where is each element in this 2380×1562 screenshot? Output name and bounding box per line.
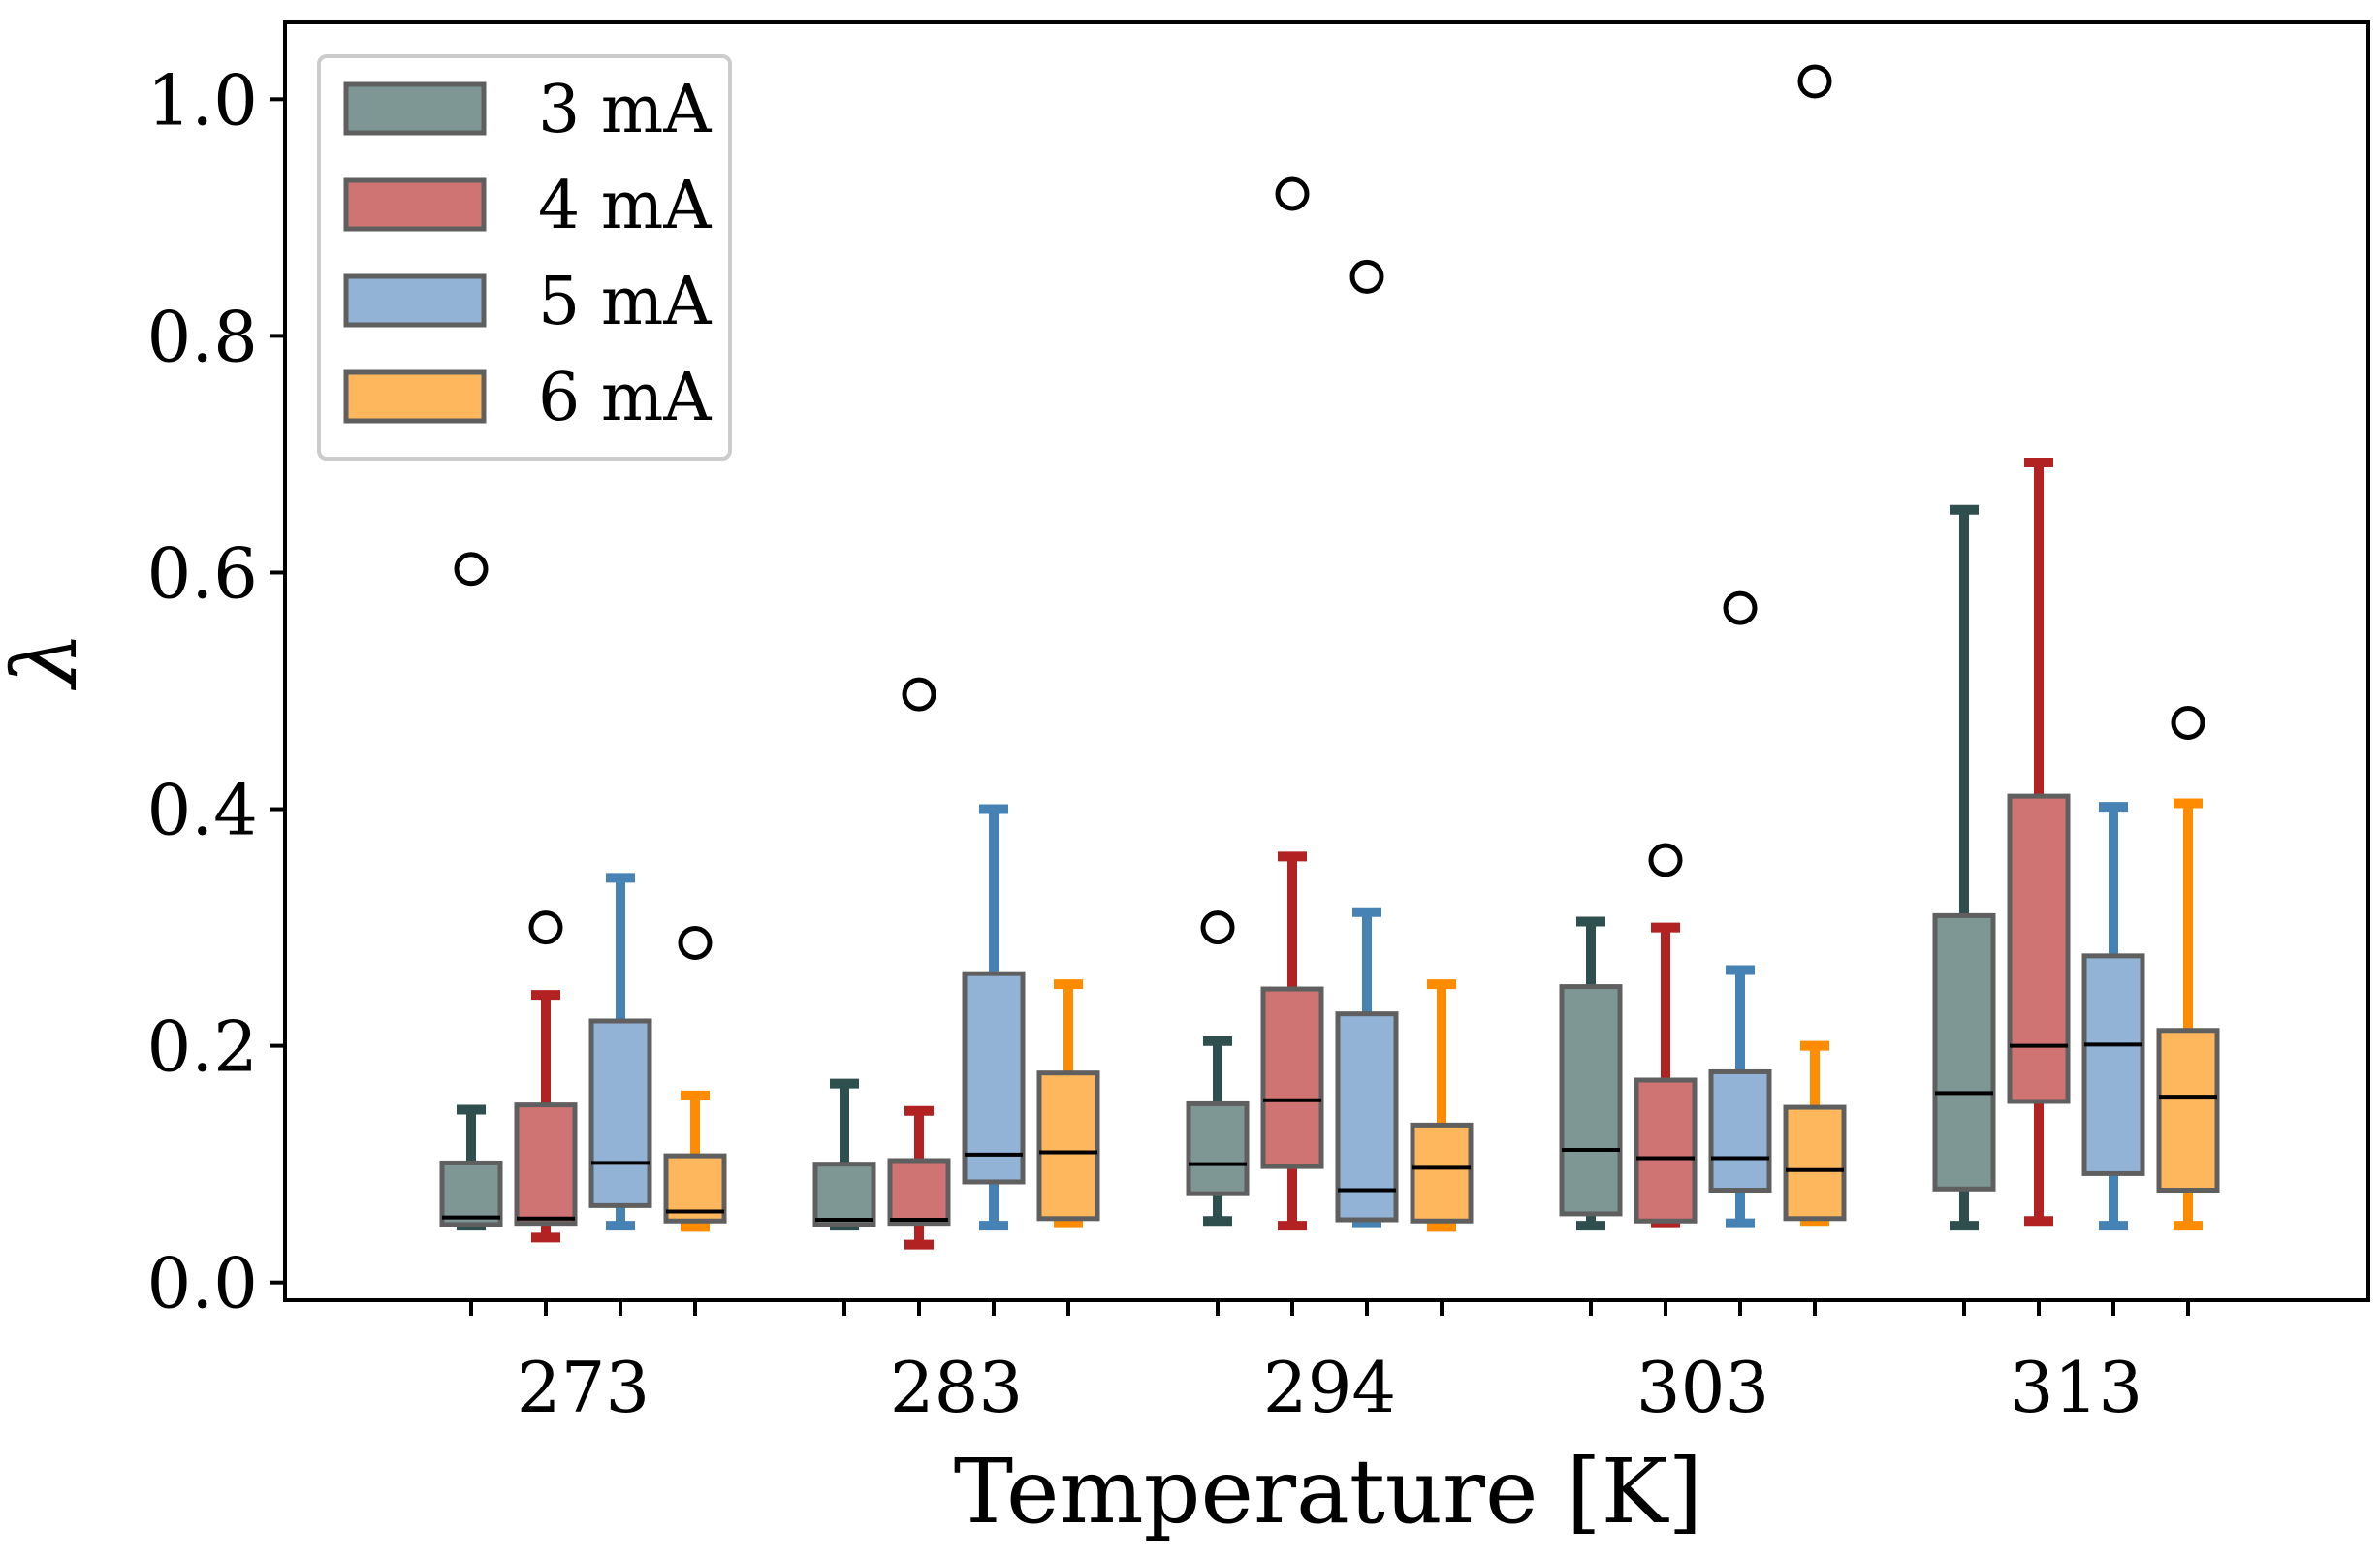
box (2007, 793, 2071, 1104)
y-tick-label: 0.6 (146, 532, 258, 614)
box-group (1186, 910, 1250, 1227)
legend-label: 4 mA (538, 168, 712, 244)
axes-frame (283, 20, 2370, 1302)
plot-area (439, 64, 2220, 1250)
box-group (962, 804, 1026, 1231)
x-tick-label: 273 (517, 1347, 650, 1428)
box (1260, 986, 1324, 1169)
box-group (2007, 457, 2071, 1227)
legend-swatch (343, 273, 487, 328)
x-tick-label: 294 (1263, 1347, 1396, 1428)
outlier-point (902, 677, 936, 712)
box (1634, 1077, 1698, 1224)
box-group (1708, 590, 1772, 1228)
y-axis-label: λ (0, 631, 97, 691)
outlier-point (1349, 259, 1384, 294)
x-tick-label: 283 (890, 1347, 1023, 1428)
box (1036, 1070, 1100, 1222)
y-tick-label: 0.4 (146, 770, 258, 851)
box (1335, 1011, 1399, 1223)
legend-label: 6 mA (538, 360, 712, 436)
box-group (1260, 176, 1324, 1231)
box-group (2156, 705, 2220, 1231)
x-tick-label: 303 (1636, 1347, 1769, 1428)
box (2156, 1028, 2220, 1194)
y-tick-label: 0.2 (146, 1006, 258, 1088)
box (1186, 1100, 1250, 1196)
outlier-point (454, 552, 489, 587)
x-tick-label: 313 (2010, 1347, 2142, 1428)
legend-swatch (343, 369, 487, 424)
box (1410, 1122, 1474, 1224)
box-group (663, 925, 727, 1232)
box (2081, 953, 2145, 1176)
x-axis-label: Temperature [K] (954, 1440, 1702, 1544)
box (1559, 984, 1623, 1217)
legend-swatch (343, 81, 487, 136)
box (514, 1102, 578, 1227)
box (1783, 1104, 1847, 1222)
box-group (812, 1078, 876, 1231)
box-group (514, 910, 578, 1243)
box-group (1783, 64, 1847, 1227)
box-group (1335, 259, 1399, 1228)
y-axis: 0.0 0.2 0.4 0.6 0.8 1.0 (146, 59, 285, 1324)
box-group (887, 677, 951, 1250)
outlier-point (528, 910, 563, 945)
y-tick-label: 0.0 (146, 1243, 258, 1324)
legend-swatch (343, 177, 487, 232)
legend: 3 mA 4 mA 5 mA 6 mA (317, 54, 732, 461)
outlier-point (1200, 910, 1235, 945)
outlier-point (1797, 64, 1832, 99)
box (887, 1158, 951, 1227)
y-tick-label: 0.8 (146, 296, 258, 377)
box-group (1634, 843, 1698, 1228)
outlier-point (1275, 176, 1310, 211)
outlier-point (1723, 590, 1758, 625)
box (588, 1018, 652, 1208)
x-axis: 273 283 294 303 313 (469, 1300, 2190, 1428)
box-group (1410, 979, 1474, 1232)
legend-frame (317, 54, 732, 461)
legend-label: 5 mA (538, 264, 712, 340)
box (812, 1162, 876, 1227)
box (439, 1160, 503, 1227)
box-group (439, 552, 503, 1231)
box (1932, 912, 1996, 1192)
outlier-point (678, 925, 713, 960)
box-group (588, 873, 652, 1231)
outlier-point (1648, 843, 1683, 877)
y-tick-label: 1.0 (146, 59, 258, 141)
legend-label: 3 mA (538, 72, 712, 148)
outlier-point (2171, 705, 2205, 740)
box (1708, 1068, 1772, 1194)
box-group (1036, 979, 1100, 1228)
box-group (1932, 504, 1996, 1231)
box-group (2081, 802, 2145, 1231)
box-group (1559, 916, 1623, 1231)
box (962, 971, 1026, 1185)
